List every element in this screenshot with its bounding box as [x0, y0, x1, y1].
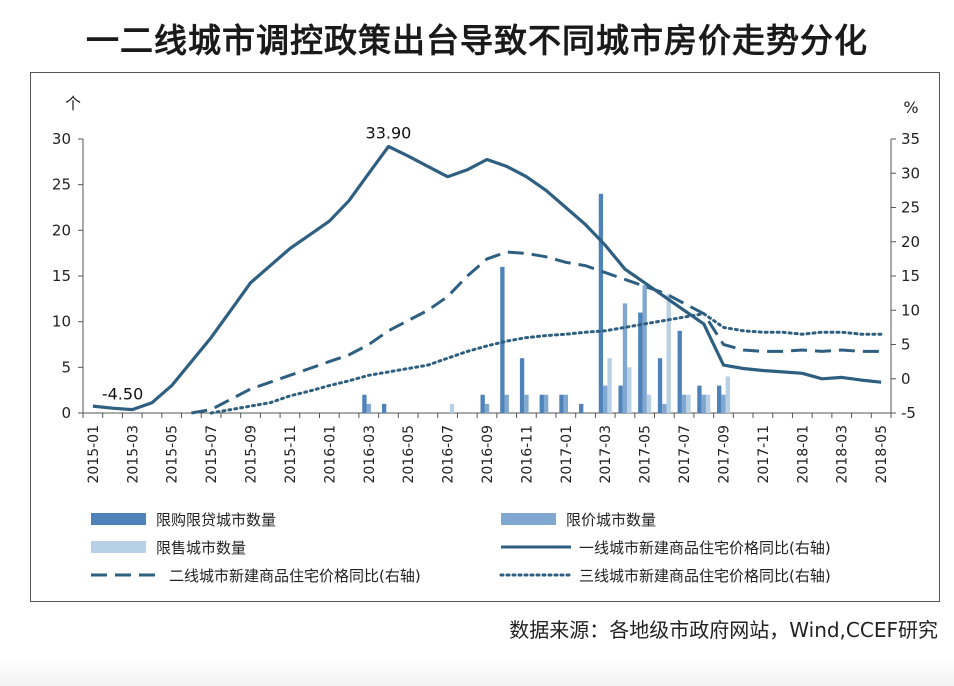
chart-frame: 0 5 10 15 20 25 30 个 -5 0 5 10 15 20 25 30 35% 2015-01 201…	[30, 72, 940, 602]
left-tick-label: 15	[52, 267, 71, 285]
x-tick-label: 2018-03	[835, 425, 851, 484]
bar-2	[701, 394, 706, 413]
bar-3	[666, 294, 671, 413]
bar-1	[500, 266, 505, 413]
bar-3	[607, 358, 612, 413]
bar-1	[519, 358, 525, 413]
bar-3	[705, 394, 711, 413]
right-tick-label: 35	[901, 130, 920, 148]
bar-2	[524, 394, 529, 413]
x-tick-label: 2016-03	[362, 425, 378, 484]
chart-svg: 0 5 10 15 20 25 30 个 -5 0 5 10 15 20 25 30 35% 2015-01 201…	[52, 94, 920, 585]
bar-3	[449, 403, 455, 413]
bar-1	[618, 385, 623, 413]
left-tick-label: 5	[61, 358, 71, 376]
bar-2	[622, 303, 628, 413]
x-tick-label: 2016-09	[480, 425, 496, 484]
legend-label-6: 三线城市新建商品住宅价格同比(右轴)	[579, 567, 831, 585]
bar-2	[543, 394, 549, 413]
right-tick-label: 20	[901, 233, 920, 251]
bar-2	[563, 394, 568, 413]
x-tick-label: 2017-03	[598, 425, 614, 484]
left-axis-unit: 个	[65, 94, 81, 113]
bar-2	[721, 394, 726, 413]
legend-swatch-1	[91, 513, 146, 525]
bar-1	[598, 193, 604, 413]
legend-swatch-3	[91, 541, 146, 553]
bar-1	[657, 358, 663, 413]
legend-label-5: 二线城市新建商品住宅价格同比(右轴)	[169, 567, 421, 585]
x-tick-label: 2016-01	[322, 425, 338, 484]
right-tick-label: -5	[901, 404, 916, 422]
line-series-solid	[92, 144, 882, 412]
bar-2	[484, 403, 490, 413]
x-tick-label: 2015-01	[86, 425, 102, 484]
right-tick-label: 0	[901, 370, 911, 388]
bar-2	[603, 385, 608, 413]
line-series-dashed	[191, 250, 882, 415]
legend-label-1: 限购限贷城市数量	[156, 511, 276, 529]
bar-1	[559, 394, 564, 413]
legend-swatch-2	[501, 513, 556, 525]
bar-3	[725, 376, 730, 413]
data-label: 33.90	[366, 124, 412, 143]
left-tick-label: 10	[52, 313, 71, 331]
bar-2	[662, 403, 667, 413]
bar-3	[646, 394, 652, 413]
x-tick-label: 2017-11	[756, 425, 772, 484]
right-tick-label: 30	[901, 164, 920, 182]
bar-1	[480, 394, 485, 413]
line-series-dotted	[209, 312, 883, 415]
x-tick-label: 2017-01	[559, 425, 575, 484]
bar-1	[362, 394, 367, 413]
x-tick-label: 2016-07	[441, 425, 457, 484]
bar-1	[381, 403, 387, 413]
x-tick-label: 2016-11	[519, 425, 535, 484]
x-tick-label: 2016-05	[401, 425, 417, 484]
x-tick-label: 2015-03	[125, 425, 141, 484]
bar-2	[642, 285, 647, 413]
x-tick-label: 2015-07	[204, 425, 220, 484]
bar-1	[579, 403, 584, 413]
left-tick-label: 30	[52, 130, 71, 148]
legend-label-3: 限售城市数量	[156, 539, 246, 557]
x-tick-label: 2017-07	[677, 425, 693, 484]
left-tick-label: 0	[61, 404, 71, 422]
bottom-fade	[0, 660, 954, 686]
right-tick-label: 10	[901, 301, 920, 319]
data-label: -4.50	[102, 385, 143, 404]
x-tick-label: 2015-11	[283, 425, 299, 484]
x-tick-label: 2018-01	[795, 425, 811, 484]
right-tick-label: 25	[901, 199, 920, 217]
bar-1	[716, 385, 722, 413]
chart-title: 一二线城市调控政策出台导致不同城市房价走势分化	[86, 21, 868, 60]
bar-1	[638, 312, 643, 413]
x-tick-label: 2017-09	[716, 425, 732, 484]
right-tick-label: 5	[901, 336, 911, 354]
bar-1	[539, 394, 544, 413]
right-tick-label: 15	[901, 267, 920, 285]
bar-2	[504, 394, 509, 413]
x-tick-label: 2018-05	[874, 425, 890, 484]
x-tick-label: 2017-05	[638, 425, 654, 484]
legend-label-4: 一线城市新建商品住宅价格同比(右轴)	[579, 539, 831, 557]
bar-3	[686, 394, 691, 413]
x-tick-label: 2015-05	[165, 425, 181, 484]
left-tick-label: 20	[52, 221, 71, 239]
bar-2	[366, 403, 371, 413]
bar-3	[627, 367, 632, 413]
x-tick-label: 2015-09	[244, 425, 260, 484]
legend-label-2: 限价城市数量	[566, 511, 656, 529]
left-tick-label: 25	[52, 176, 71, 194]
bar-1	[697, 385, 702, 413]
right-axis-unit: %	[903, 98, 918, 117]
bar-2	[681, 394, 687, 413]
bar-1	[677, 330, 682, 413]
source-note: 数据来源：各地级市政府网站，Wind,CCEF研究	[509, 618, 938, 642]
